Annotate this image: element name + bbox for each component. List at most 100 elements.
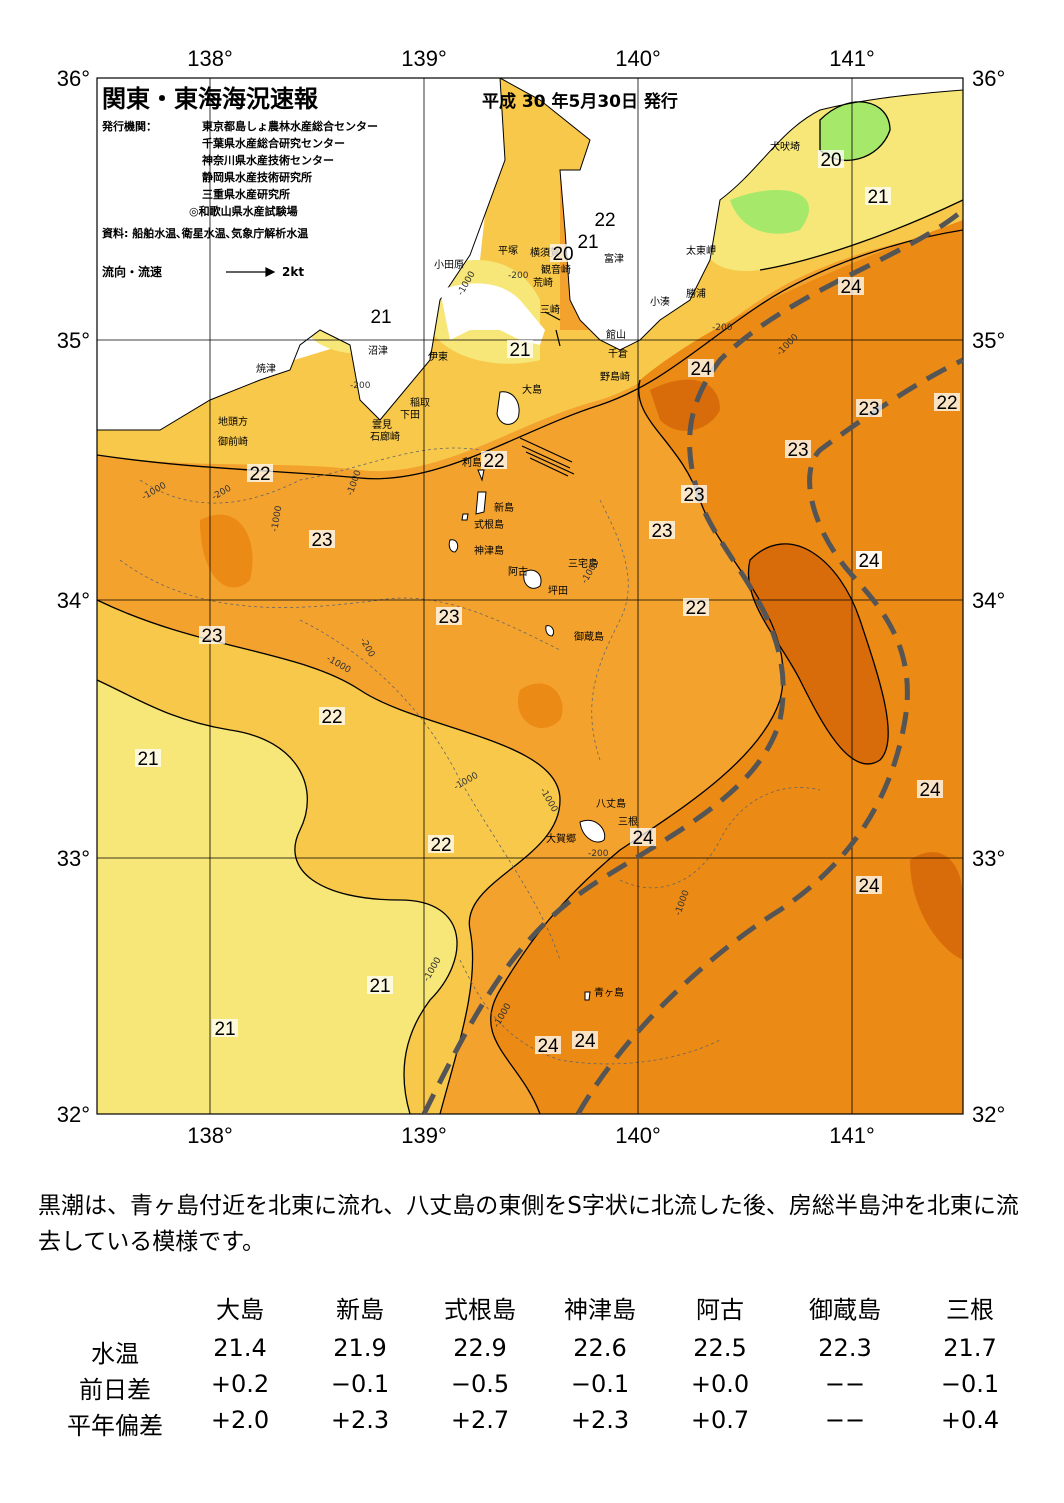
lon-label-top: 139° (401, 46, 447, 71)
data-sources: 資料: 船舶水温､衛星水温､気象庁解析水温 (102, 226, 308, 240)
isotherm-value: 23 (787, 440, 808, 461)
table-cell: +0.2 (210, 1370, 270, 1398)
isotherm-value: 21 (137, 749, 158, 770)
column-header: 阿古 (696, 1296, 744, 1324)
lat-label-left: 36° (57, 66, 90, 91)
place-label: 平塚 (498, 245, 518, 257)
place-label: 伊東 (428, 350, 448, 363)
table-cell: −− (824, 1406, 866, 1434)
table-cell: +0.4 (940, 1406, 1000, 1434)
isotherm-value: 21 (509, 340, 530, 361)
column-header: 新島 (336, 1296, 384, 1324)
place-label: 御蔵島 (574, 630, 604, 643)
depth-value: -200 (588, 849, 609, 859)
column-header: 式根島 (444, 1296, 516, 1324)
isotherm-value: 24 (858, 551, 880, 572)
place-label: 荒崎 (533, 276, 553, 289)
issuers-label: 発行機関： (101, 119, 157, 133)
issuer: 神奈川県水産技術センター (202, 153, 334, 167)
place-label: 八丈島 (596, 797, 626, 810)
current-legend-scale: 2kt (282, 265, 304, 279)
table-cell: +0.7 (690, 1406, 750, 1434)
place-label: 野島崎 (600, 370, 630, 383)
row-label: 前日差 (79, 1376, 151, 1404)
table-cell: 22.3 (818, 1334, 872, 1362)
isotherm-value: 22 (249, 464, 270, 485)
isotherm-value: 21 (370, 307, 391, 328)
map-frame (96, 77, 964, 1115)
place-label: 新島 (494, 501, 514, 514)
place-label: 式根島 (474, 518, 504, 531)
lat-label-right: 36° (972, 66, 1005, 91)
depth-value: -200 (712, 323, 733, 333)
isotherm-value: 22 (430, 835, 451, 856)
lat-label-right: 34° (972, 588, 1005, 613)
isotherm-value: 22 (685, 598, 706, 619)
column-header: 大島 (216, 1296, 264, 1324)
row-label: 平年偏差 (67, 1412, 163, 1440)
isotherm-value: 21 (369, 976, 390, 997)
place-label: 稲取 (410, 397, 430, 409)
place-label: 観音崎 (541, 263, 571, 276)
table-cell: +2.0 (210, 1406, 270, 1434)
place-label: 富津 (604, 252, 624, 265)
table-cell: −− (824, 1370, 866, 1398)
place-label: 三根 (618, 815, 638, 828)
table-cell: +2.3 (570, 1406, 630, 1434)
isotherm-value: 22 (936, 393, 957, 414)
isotherm-value: 23 (683, 485, 704, 506)
table-cell: 21.7 (943, 1334, 997, 1362)
lat-label-left: 33° (57, 846, 90, 871)
isotherm-value: 23 (311, 530, 332, 551)
issuer: 千葉県水産総合研究センター (202, 136, 345, 150)
current-vectors (226, 267, 575, 477)
table-cell: 22.6 (573, 1334, 627, 1362)
isotherm-value: 21 (577, 232, 598, 253)
place-label: 利島 (462, 456, 482, 469)
isotherm-value: 23 (858, 399, 879, 420)
table-cell: −0.1 (570, 1370, 630, 1398)
lat-label-right: 35° (972, 328, 1005, 353)
lon-label-bottom: 141° (829, 1123, 875, 1148)
table-cell: −0.1 (330, 1370, 390, 1398)
isotherm-value: 24 (840, 277, 862, 298)
table-cell: +2.3 (330, 1406, 390, 1434)
isotherm-value: 20 (820, 150, 841, 171)
isotherm-value: 24 (632, 828, 654, 849)
kuroshio-summary: 黒潮は、青ヶ島付近を北東に流れ、八丈島の東側をS字状に北流した後、房総半島沖を北… (38, 1193, 1019, 1255)
table-cell: 22.5 (693, 1334, 747, 1362)
sea-temperature-map: 138° 139° 140° 141° 138° 139° 140° 141° … (57, 46, 1006, 1148)
lon-label-top: 141° (829, 46, 875, 71)
lon-label-top: 140° (615, 46, 661, 71)
lon-label-bottom: 139° (401, 1123, 447, 1148)
isotherm-value: 24 (858, 876, 880, 897)
place-label: 大島 (522, 383, 542, 396)
place-label: 神津島 (474, 544, 504, 557)
lat-label-right: 33° (972, 846, 1005, 871)
land (96, 77, 964, 1001)
place-label: 雲見 (372, 419, 392, 431)
column-header: 三根 (946, 1296, 994, 1324)
place-label: 沼津 (368, 344, 388, 357)
place-label: 坪田 (548, 584, 568, 597)
lon-label-bottom: 138° (187, 1123, 233, 1148)
table-cell: 21.4 (213, 1334, 267, 1362)
table-cell: 22.9 (453, 1334, 507, 1362)
kuroshio-axis (421, 208, 963, 1114)
axis-labels: 138° 139° 140° 141° 138° 139° 140° 141° … (57, 46, 1006, 1148)
place-label: 石廊崎 (370, 430, 400, 443)
isotherm-value: 23 (651, 521, 672, 542)
place-label: 館山 (606, 328, 626, 341)
map-title: 関東・東海海況速報 (102, 85, 319, 113)
isotherm-value: 23 (201, 626, 222, 647)
place-label: 千倉 (608, 347, 628, 360)
place-label: 小田原 (434, 259, 464, 271)
place-label: 御前崎 (218, 435, 248, 448)
depth-value: -200 (508, 271, 529, 281)
issuers-list: 東京都島しょ農林水産総合センター 千葉県水産総合研究センター 神奈川県水産技術セ… (189, 119, 378, 218)
isotherm-value: 24 (690, 359, 712, 380)
column-header: 神津島 (564, 1296, 636, 1324)
issuer: 東京都島しょ農林水産総合センター (202, 119, 378, 133)
issuer: ◎和歌山県水産試験場 (189, 204, 298, 218)
depth-value: -1000 (270, 505, 284, 533)
